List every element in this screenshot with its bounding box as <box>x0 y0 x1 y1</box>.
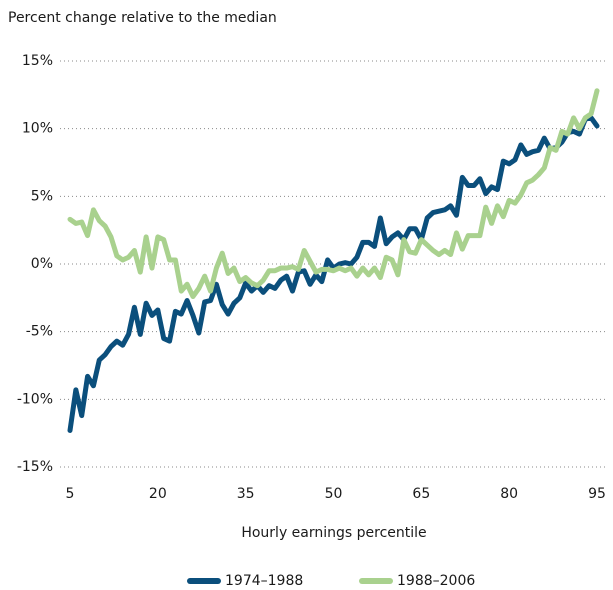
chart-title: Percent change relative to the median <box>8 10 277 26</box>
legend-label: 1988–2006 <box>397 573 475 589</box>
y-tick-label: 0% <box>31 256 53 272</box>
legend-label: 1974–1988 <box>225 573 303 589</box>
line-series <box>67 115 600 433</box>
x-tick-label: 20 <box>149 486 167 502</box>
x-tick-label: 50 <box>325 486 343 502</box>
x-tick-label: 35 <box>237 486 255 502</box>
y-tick-label: 10% <box>22 121 53 137</box>
line-series <box>67 88 600 299</box>
x-axis-label: Hourly earnings percentile <box>241 525 426 541</box>
y-tick-label: -10% <box>17 391 53 407</box>
x-tick-label: 65 <box>412 486 430 502</box>
y-tick-label: -5% <box>26 324 53 340</box>
y-tick-label: -15% <box>17 459 53 475</box>
x-tick-label: 5 <box>66 486 75 502</box>
y-tick-label: 5% <box>31 188 53 204</box>
y-tick-label: 15% <box>22 53 53 69</box>
x-tick-label: 80 <box>500 486 518 502</box>
x-tick-label: 95 <box>588 486 606 502</box>
